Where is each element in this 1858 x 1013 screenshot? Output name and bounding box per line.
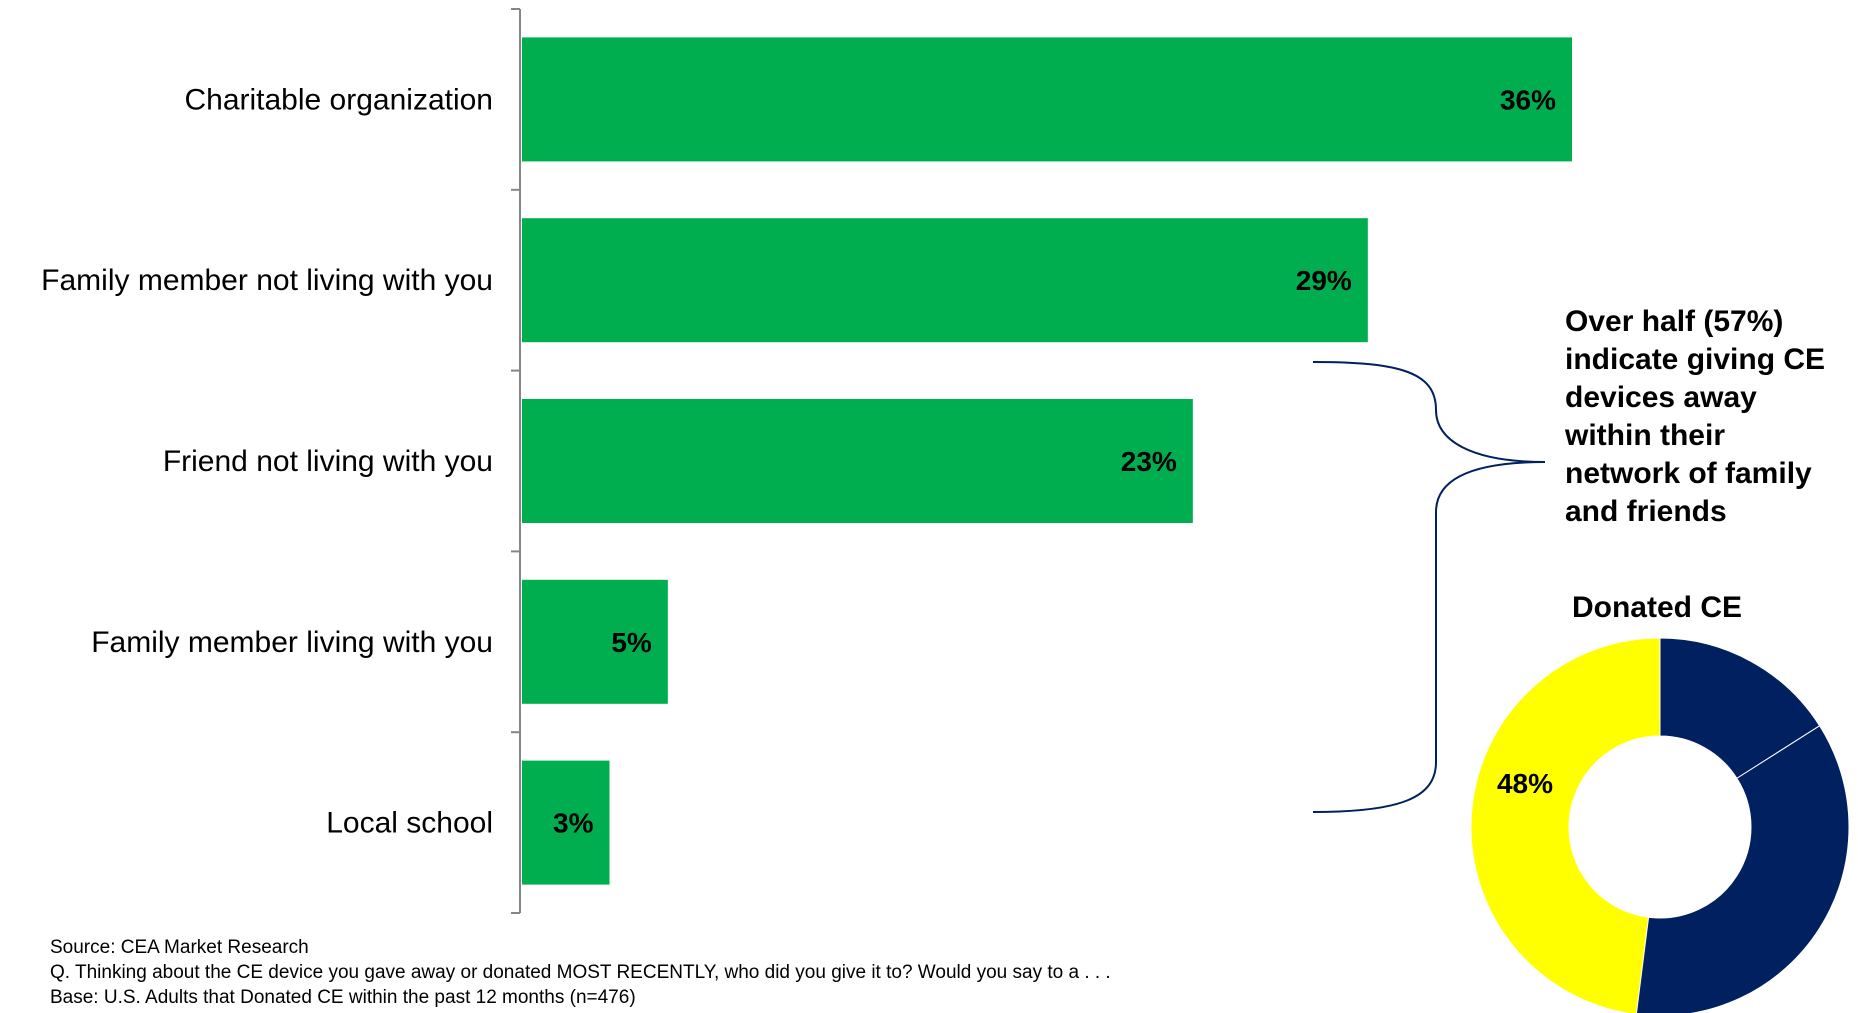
bar-value-label: 23% [1121, 446, 1177, 477]
callout-line: within their [1565, 419, 1725, 452]
callout-line: network of family [1565, 457, 1812, 490]
bar-value-label: 36% [1500, 84, 1556, 115]
callout-bracket [1312, 361, 1546, 813]
donut-slice [1659, 637, 1821, 779]
bar [522, 37, 1572, 162]
bar-chart: Charitable organization 36% Family member … [41, 8, 1572, 914]
bar [522, 760, 610, 885]
source-note: Source: CEA Market Research [50, 937, 309, 958]
bar-value-label: 3% [553, 808, 594, 839]
bar-value-label: 5% [611, 627, 652, 658]
donut-slice [1635, 725, 1850, 1013]
category-label: Family member living with you [91, 626, 493, 659]
category-label: Local school [326, 807, 493, 840]
callout-line: and friends [1565, 495, 1727, 528]
callout-line: indicate giving CE [1565, 343, 1826, 376]
category-label: Charitable organization [184, 83, 493, 116]
category-label: Friend not living with you [163, 445, 493, 478]
donut-chart: Donated CE 48% [1470, 591, 1850, 1013]
bar [522, 399, 1193, 523]
callout-line: devices away [1565, 381, 1757, 414]
base-note: Base: U.S. Adults that Donated CE within… [50, 987, 636, 1008]
category-label: Family member not living with you [41, 264, 493, 297]
question-note: Q. Thinking about the CE device you gave… [50, 962, 1111, 983]
donut-slice [1470, 637, 1661, 1013]
bar [522, 579, 668, 704]
bar [522, 218, 1368, 343]
footnotes: Source: CEA Market Research Q. Thinking … [50, 935, 1111, 1010]
callout-text: Over half (57%) indicate giving CE devic… [1565, 303, 1855, 531]
donut-slice-label: 48% [1497, 768, 1553, 799]
callout-line: Over half (57%) [1565, 305, 1784, 338]
bar-value-label: 29% [1296, 265, 1352, 296]
donut-title: Donated CE [1572, 591, 1742, 624]
